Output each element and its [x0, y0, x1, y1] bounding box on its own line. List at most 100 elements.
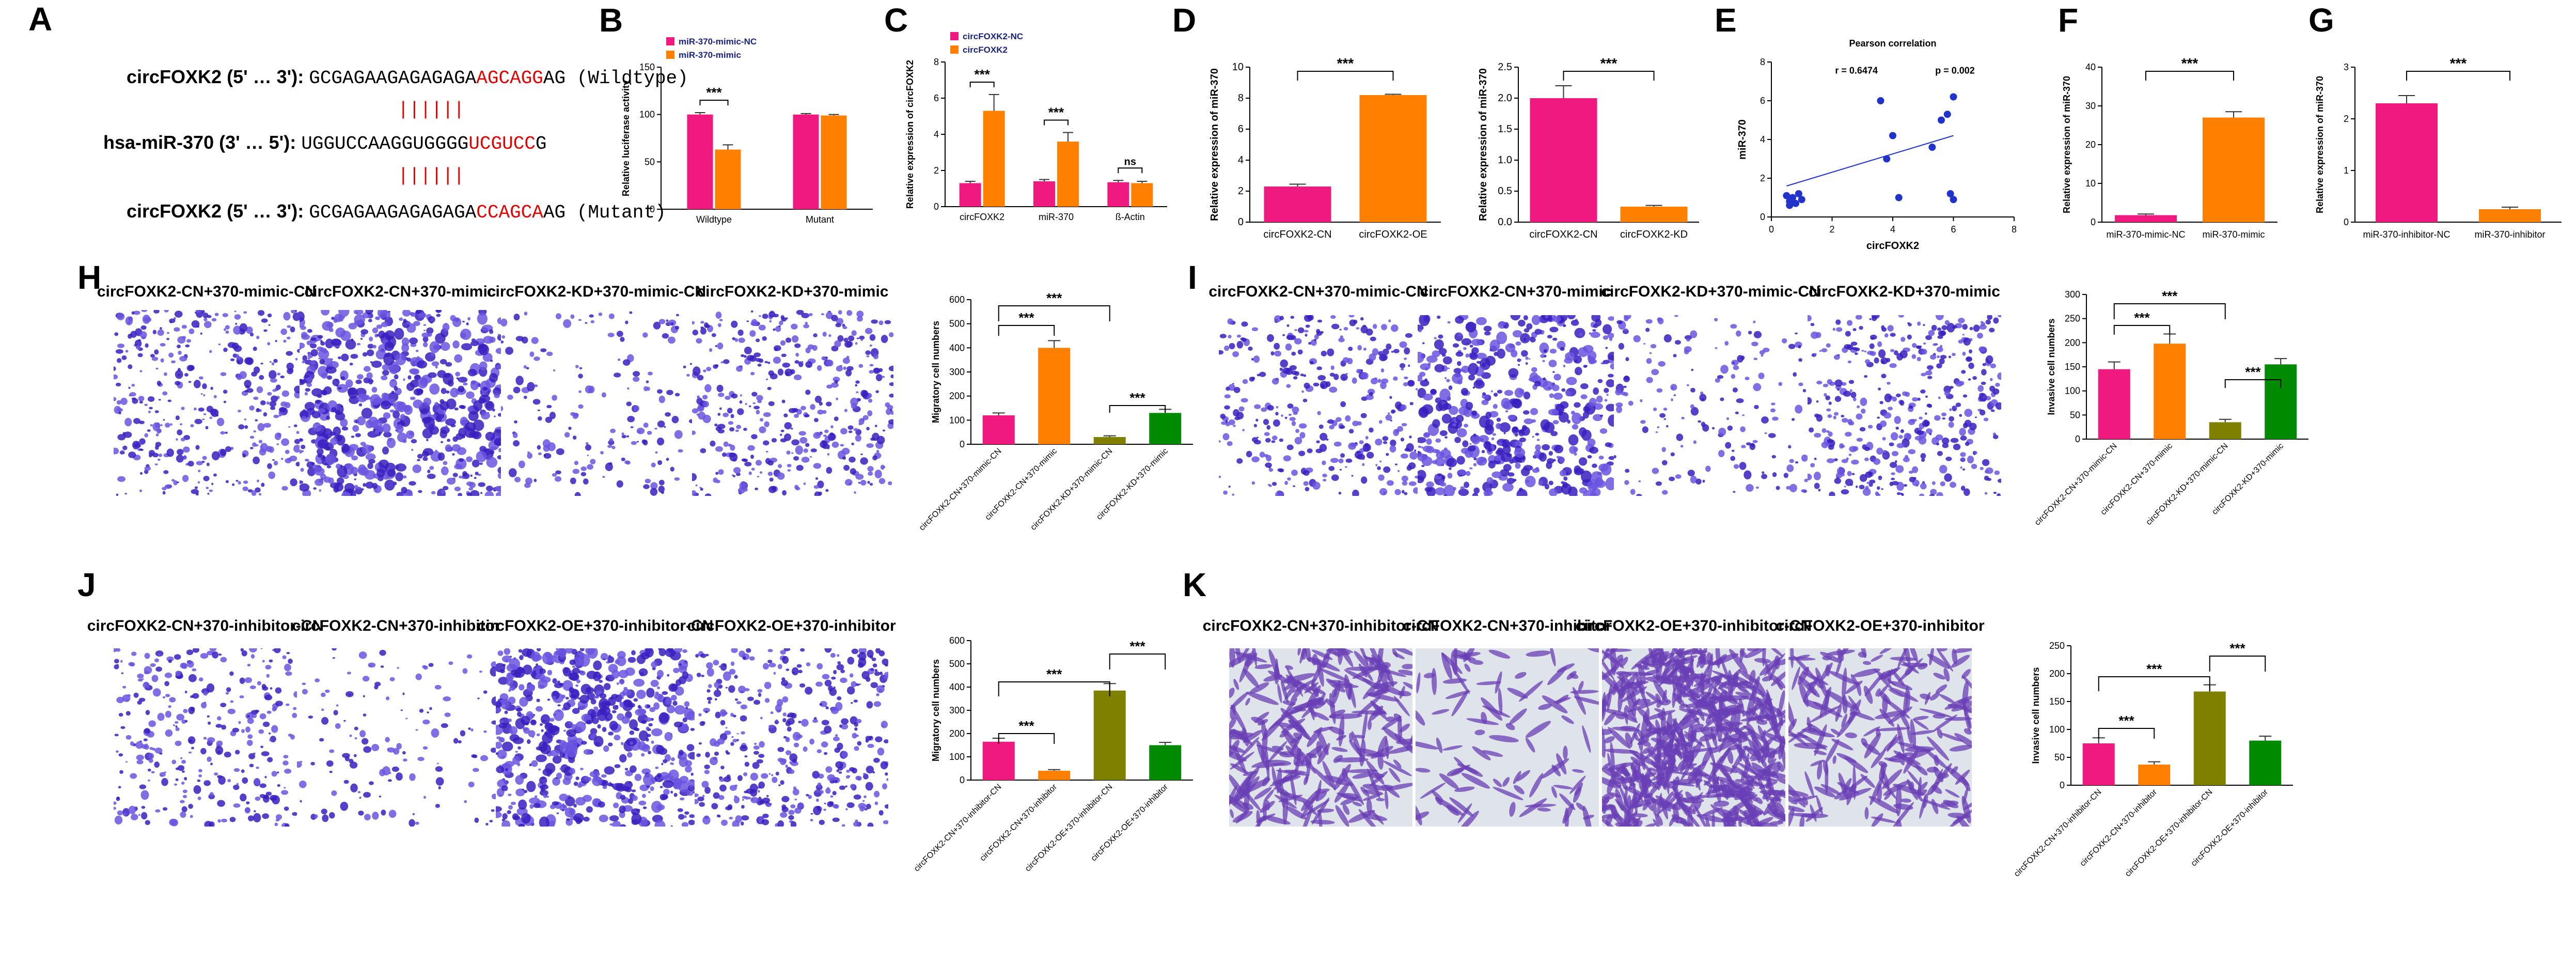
- cell: [249, 764, 254, 768]
- cell: [1844, 344, 1851, 349]
- cell: [310, 349, 318, 356]
- cell: [568, 672, 578, 681]
- y-tick-label: 2.0: [1498, 92, 1512, 104]
- cell: [266, 710, 272, 714]
- cell: [150, 424, 153, 427]
- cell: [581, 713, 591, 722]
- cell: [576, 679, 580, 683]
- cell: [782, 656, 789, 664]
- cell: [1458, 333, 1463, 337]
- cell: [1962, 351, 1966, 356]
- cell: [494, 393, 500, 398]
- cell: [1282, 367, 1291, 374]
- cell: [873, 354, 878, 360]
- cell: [1379, 488, 1388, 495]
- x-tick-label: circFOXK2-CN: [1263, 229, 1331, 240]
- cell: [341, 443, 350, 453]
- cell: [358, 403, 363, 407]
- cell: [1267, 405, 1274, 411]
- cell: [1473, 487, 1480, 494]
- cell: [1516, 489, 1528, 496]
- cell: [1656, 388, 1663, 393]
- cell: [537, 665, 542, 670]
- cell: [780, 340, 786, 346]
- cell: [114, 648, 118, 652]
- cell: [208, 721, 211, 725]
- cell: [858, 481, 861, 484]
- cell: [212, 651, 219, 659]
- cell: [448, 661, 453, 665]
- cell: [444, 712, 451, 717]
- cell: [1242, 379, 1248, 384]
- cell: [624, 460, 630, 464]
- cell: [363, 792, 371, 798]
- cell: [863, 795, 867, 799]
- cell: [1977, 385, 1984, 392]
- cell: [283, 339, 287, 343]
- cell: [614, 764, 621, 768]
- cell: [125, 699, 130, 702]
- cell: [418, 490, 422, 493]
- cell: [311, 411, 321, 418]
- cell: [804, 414, 810, 417]
- microscopy-image: [496, 648, 695, 827]
- cell: [670, 695, 677, 701]
- cell: [253, 430, 257, 433]
- cell: [724, 730, 731, 735]
- cell: [867, 410, 873, 417]
- cell: [1286, 444, 1294, 450]
- cell: [260, 400, 266, 406]
- cell: [540, 784, 549, 790]
- cell: [493, 415, 496, 417]
- cell: [1559, 470, 1567, 477]
- cell: [745, 403, 747, 406]
- cell: [332, 657, 335, 659]
- cell: [459, 404, 465, 409]
- cell: [851, 681, 857, 688]
- cell: [1340, 453, 1345, 458]
- cell: [1848, 421, 1855, 426]
- cell: [808, 313, 813, 317]
- cell: [144, 433, 148, 438]
- cell: [197, 481, 200, 484]
- y-tick-label: 4: [1760, 134, 1765, 145]
- cell: [706, 667, 714, 677]
- cell: [269, 370, 277, 379]
- cell: [590, 459, 596, 464]
- cell: [470, 340, 479, 346]
- cell: [1731, 449, 1735, 452]
- cell: [857, 741, 862, 746]
- cell: [1879, 401, 1883, 404]
- cell: [144, 652, 150, 659]
- cell: [1251, 377, 1255, 380]
- cell: [659, 793, 668, 800]
- cell: [1486, 477, 1494, 485]
- significance-label: ***: [1018, 310, 1034, 325]
- cell: [1798, 345, 1801, 349]
- cell: [170, 819, 178, 827]
- cell: [249, 685, 256, 690]
- cell: [141, 812, 148, 820]
- cell: [168, 659, 172, 663]
- cell: [473, 768, 479, 772]
- bar: [1149, 745, 1182, 780]
- cell: [729, 817, 733, 820]
- cell: [249, 435, 255, 439]
- cell: [706, 689, 711, 693]
- cell: [389, 409, 395, 413]
- cell: [235, 354, 240, 358]
- cell: [1961, 370, 1966, 374]
- cell: [800, 648, 805, 652]
- cell: [725, 396, 731, 400]
- cell: [777, 820, 784, 827]
- cell: [426, 439, 429, 442]
- cell: [1882, 437, 1886, 441]
- cell: [778, 325, 781, 328]
- cell: [668, 683, 678, 692]
- cell: [255, 709, 260, 713]
- cell: [246, 715, 250, 718]
- cell: [1798, 358, 1803, 362]
- cell: [1458, 489, 1469, 496]
- cell: [158, 399, 161, 401]
